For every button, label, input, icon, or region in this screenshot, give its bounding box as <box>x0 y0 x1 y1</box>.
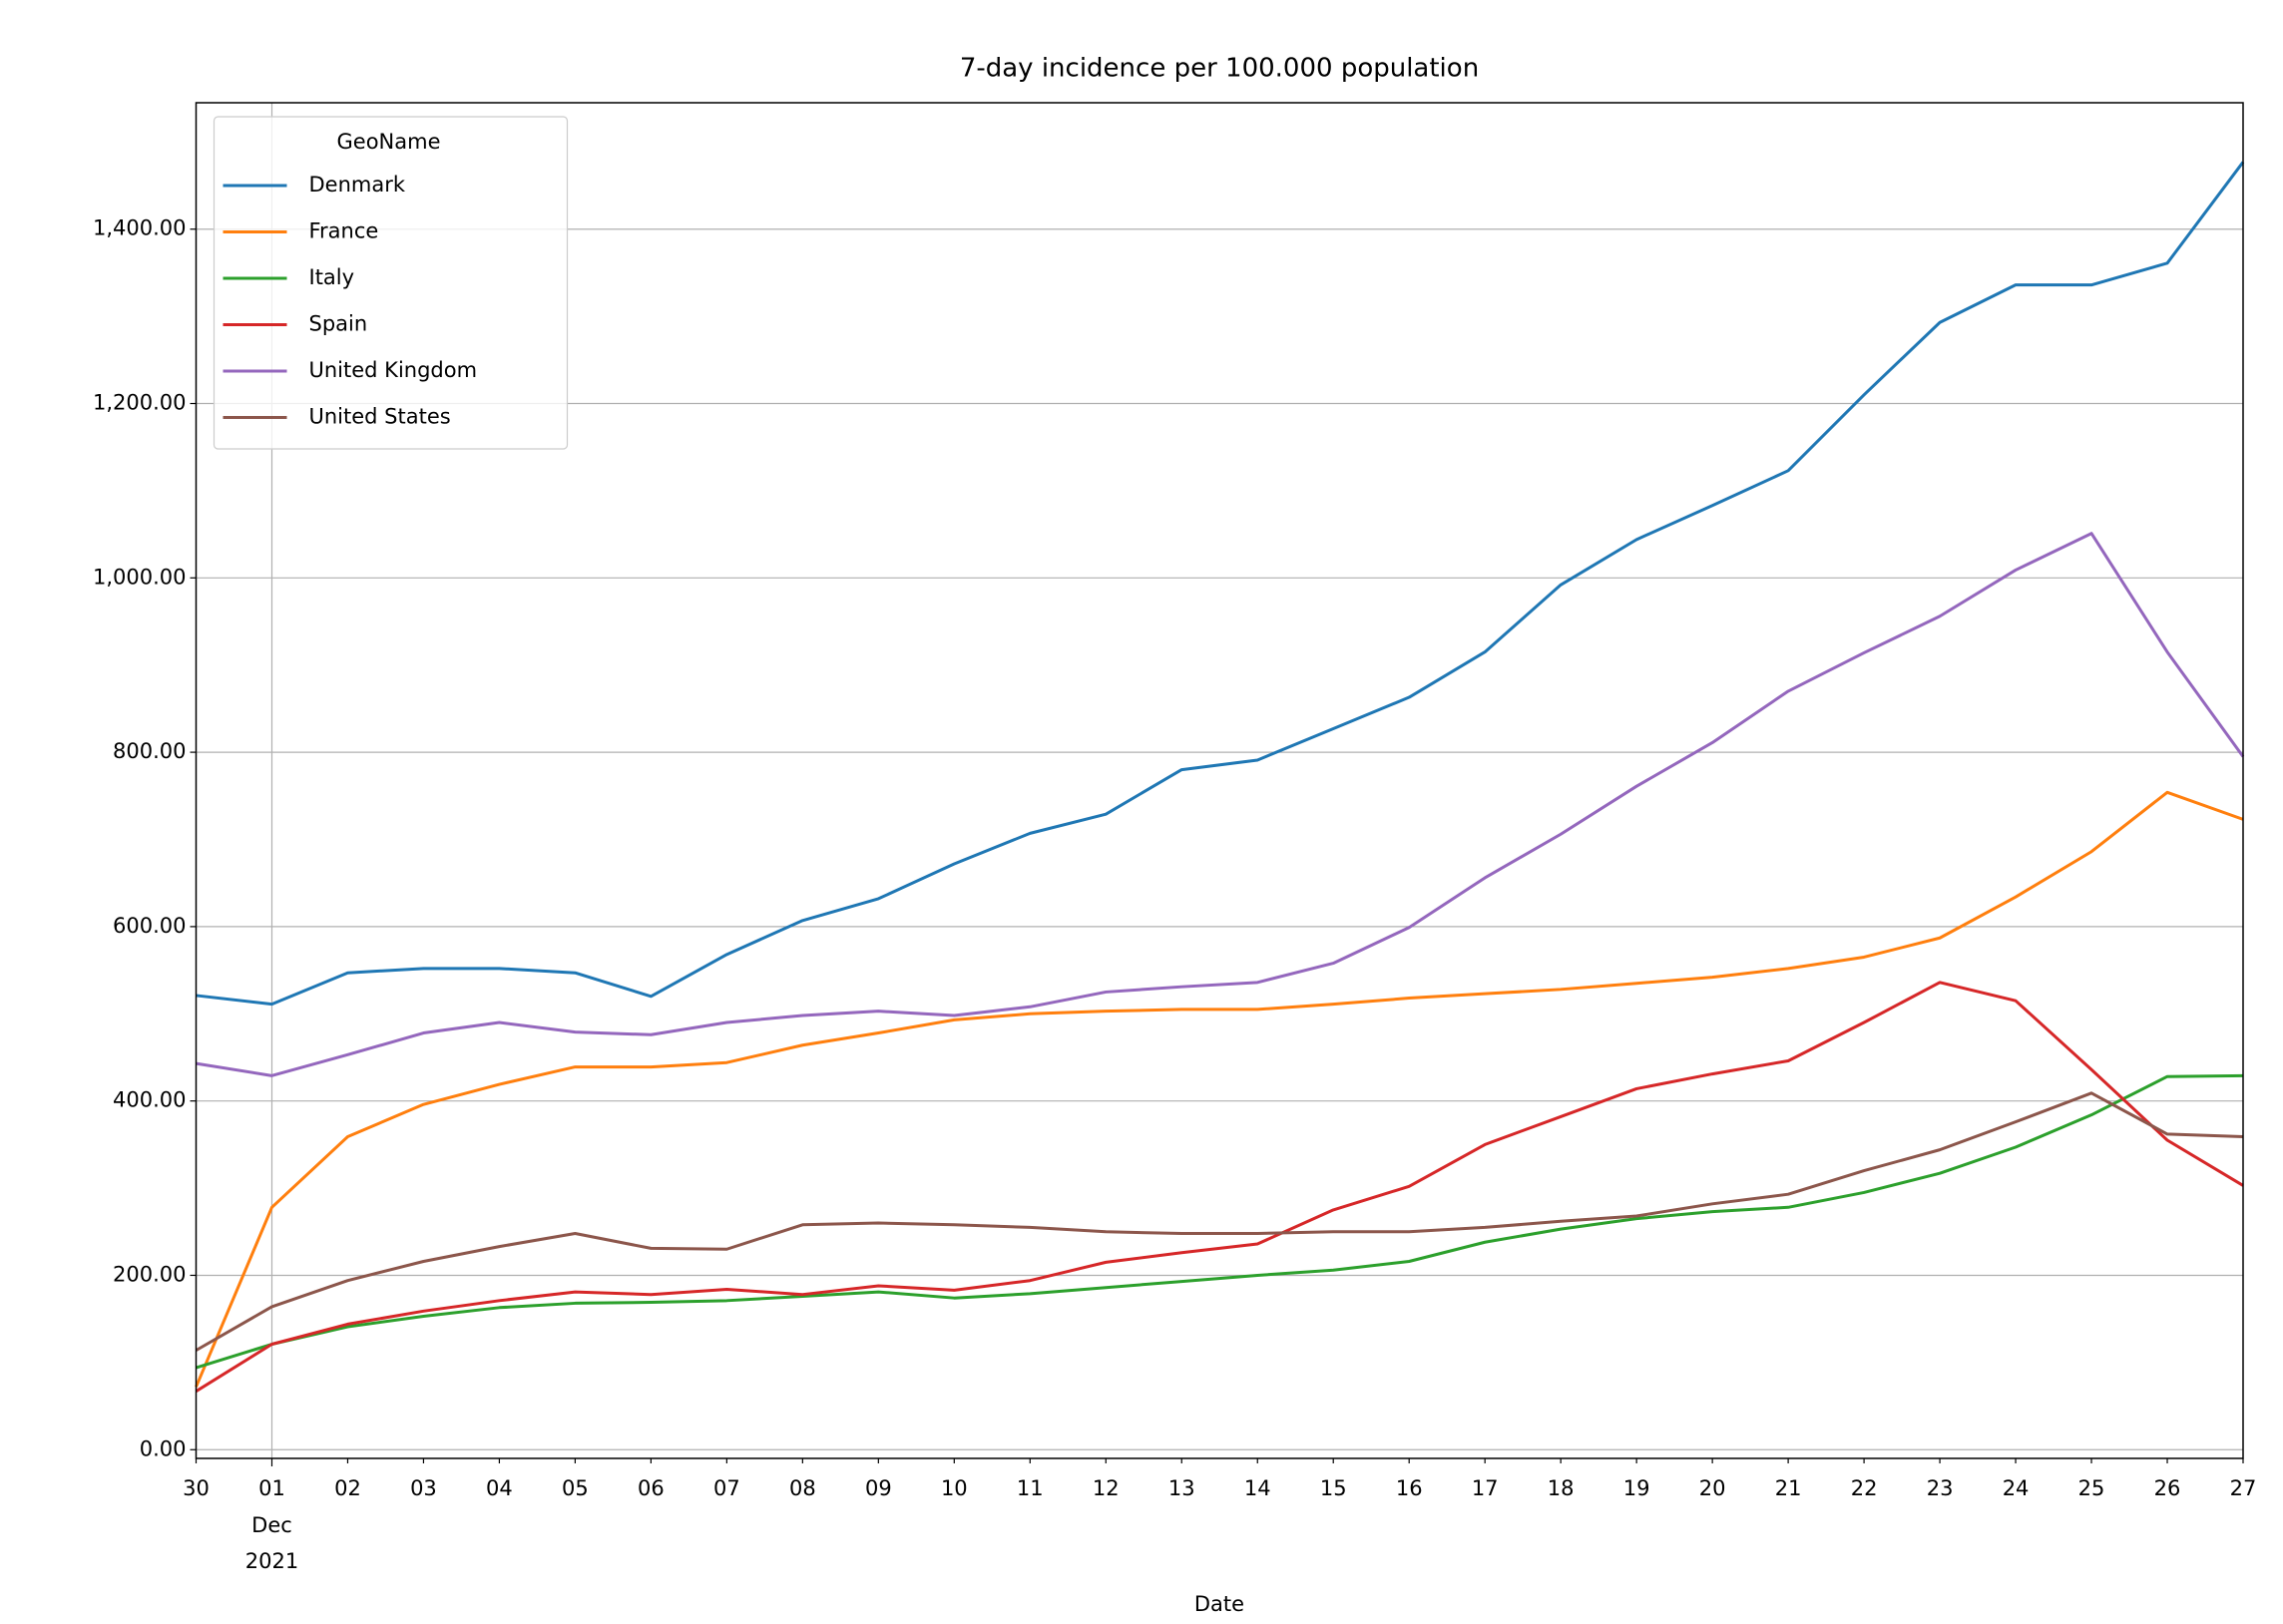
legend-label: Italy <box>309 265 355 289</box>
series-line <box>196 161 2245 1007</box>
x-tick-label: 30 <box>183 1476 210 1500</box>
legend-box <box>213 116 569 450</box>
x-tick-label: 23 <box>1927 1476 1954 1500</box>
x-axis-label: Date <box>1194 1592 1244 1616</box>
legend-label: France <box>309 219 379 243</box>
x-tick-label: 24 <box>2003 1476 2030 1500</box>
x-tick-label: 17 <box>1472 1476 1499 1500</box>
chart-title: 7-day incidence per 100.000 population <box>960 54 1479 84</box>
x-tick-label: 21 <box>1775 1476 1802 1500</box>
y-tick-label: 200.00 <box>113 1262 186 1286</box>
x-month-label: Dec <box>251 1513 292 1537</box>
x-tick-label: 22 <box>1851 1476 1878 1500</box>
series-line <box>195 1091 2244 1352</box>
y-tick-label: 1,000.00 <box>93 565 187 589</box>
series-line <box>195 981 2244 1393</box>
x-tick-label: 13 <box>1168 1476 1195 1500</box>
x-tick-label: 07 <box>713 1476 740 1500</box>
plot-frame <box>195 102 2244 1459</box>
x-tick-label: 19 <box>1623 1476 1650 1500</box>
y-tick-label: 600.00 <box>113 914 186 938</box>
x-tick-label: 06 <box>638 1476 665 1500</box>
legend-label: Denmark <box>309 173 406 197</box>
x-tick-label: 25 <box>2078 1476 2105 1500</box>
x-tick-label: 15 <box>1320 1476 1347 1500</box>
y-tick-label: 1,400.00 <box>93 216 187 240</box>
x-tick-label: 10 <box>941 1476 968 1500</box>
x-tick-label: 14 <box>1244 1476 1271 1500</box>
series-line <box>196 1073 2244 1370</box>
x-tick-label: 16 <box>1396 1476 1423 1500</box>
series-line <box>195 790 2244 1388</box>
x-tick-label: 01 <box>258 1476 285 1500</box>
y-tick-label: 800.00 <box>113 739 186 763</box>
x-tick-label: 26 <box>2154 1476 2181 1500</box>
y-tick-label: 1,200.00 <box>93 391 187 415</box>
x-tick-label: 20 <box>1699 1476 1726 1500</box>
y-tick-label: 400.00 <box>113 1088 186 1112</box>
x-tick-label: 09 <box>865 1476 892 1500</box>
legend-label: United Kingdom <box>309 358 478 382</box>
x-tick-label: 02 <box>334 1476 361 1500</box>
x-tick-label: 05 <box>562 1476 589 1500</box>
x-tick-label: 12 <box>1093 1476 1120 1500</box>
y-tick-label: 0.00 <box>140 1436 187 1460</box>
legend-label: Spain <box>309 312 368 336</box>
x-tick-label: 11 <box>1017 1476 1044 1500</box>
legend: GeoName Denmark France Italy Spain United Kin… <box>213 116 569 450</box>
x-tick-label: 04 <box>486 1476 513 1500</box>
x-tick-label: 27 <box>2230 1476 2257 1500</box>
x-tick-label: 03 <box>410 1476 437 1500</box>
series-line <box>196 532 2245 1077</box>
x-tick-label: 08 <box>789 1476 816 1500</box>
x-year-label: 2021 <box>245 1549 298 1573</box>
legend-title: GeoName <box>337 130 441 154</box>
legend-label: United States <box>309 405 451 429</box>
x-tick-label: 18 <box>1548 1476 1575 1500</box>
